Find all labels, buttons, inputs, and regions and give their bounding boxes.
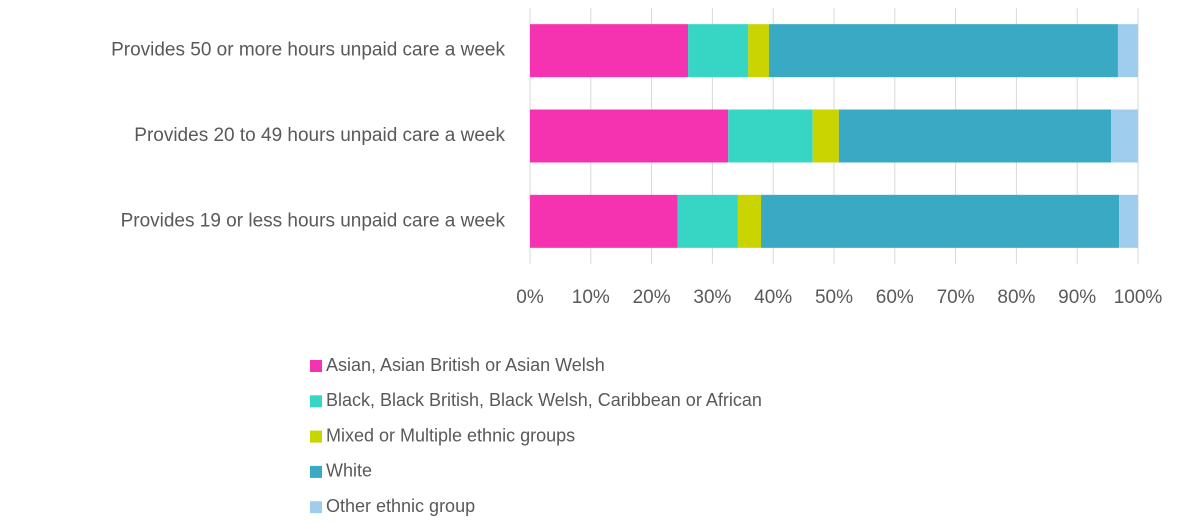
legend-swatch — [310, 501, 322, 514]
bar-segment — [677, 194, 738, 248]
x-tick-label: 70% — [937, 287, 975, 308]
category-label: Provides 20 to 49 hours unpaid care a we… — [134, 125, 505, 146]
bar-segment — [1119, 194, 1138, 248]
bar-segment — [728, 109, 813, 163]
x-tick-label: 30% — [693, 287, 731, 308]
legend-swatch — [310, 395, 322, 408]
bar-segment — [530, 24, 689, 78]
x-tick-label: 60% — [876, 287, 914, 308]
bar-segment — [748, 24, 769, 78]
x-tick-label: 90% — [1058, 287, 1096, 308]
bar-segment — [530, 109, 729, 163]
legend-label: Black, Black British, Black Welsh, Carib… — [326, 390, 762, 410]
bar-segment — [768, 24, 1118, 78]
bar-segment — [530, 194, 678, 248]
legend-label: Mixed or Multiple ethnic groups — [326, 425, 575, 445]
x-tick-label: 50% — [815, 287, 853, 308]
bar-segment — [1111, 109, 1138, 163]
bar-segment — [688, 24, 749, 78]
x-tick-label: 100% — [1114, 287, 1163, 308]
legend-label: Asian, Asian British or Asian Welsh — [326, 355, 605, 375]
x-tick-label: 80% — [997, 287, 1035, 308]
legend-swatch — [310, 465, 322, 478]
bar-segment — [812, 109, 839, 163]
bar-segment — [1117, 24, 1138, 78]
legend-label: White — [326, 461, 372, 481]
legend-swatch — [310, 360, 322, 372]
category-label: Provides 19 or less hours unpaid care a … — [121, 210, 506, 231]
x-tick-label: 10% — [572, 287, 610, 308]
category-label: Provides 50 or more hours unpaid care a … — [111, 40, 505, 61]
legend-label: Other ethnic group — [326, 496, 475, 516]
x-tick-label: 0% — [516, 287, 544, 308]
legend-swatch — [310, 430, 322, 443]
bar-segment — [838, 109, 1112, 163]
x-tick-label: 20% — [633, 287, 671, 308]
bar-segment — [761, 194, 1120, 248]
bar-segment — [737, 194, 762, 248]
x-tick-label: 40% — [754, 287, 792, 308]
